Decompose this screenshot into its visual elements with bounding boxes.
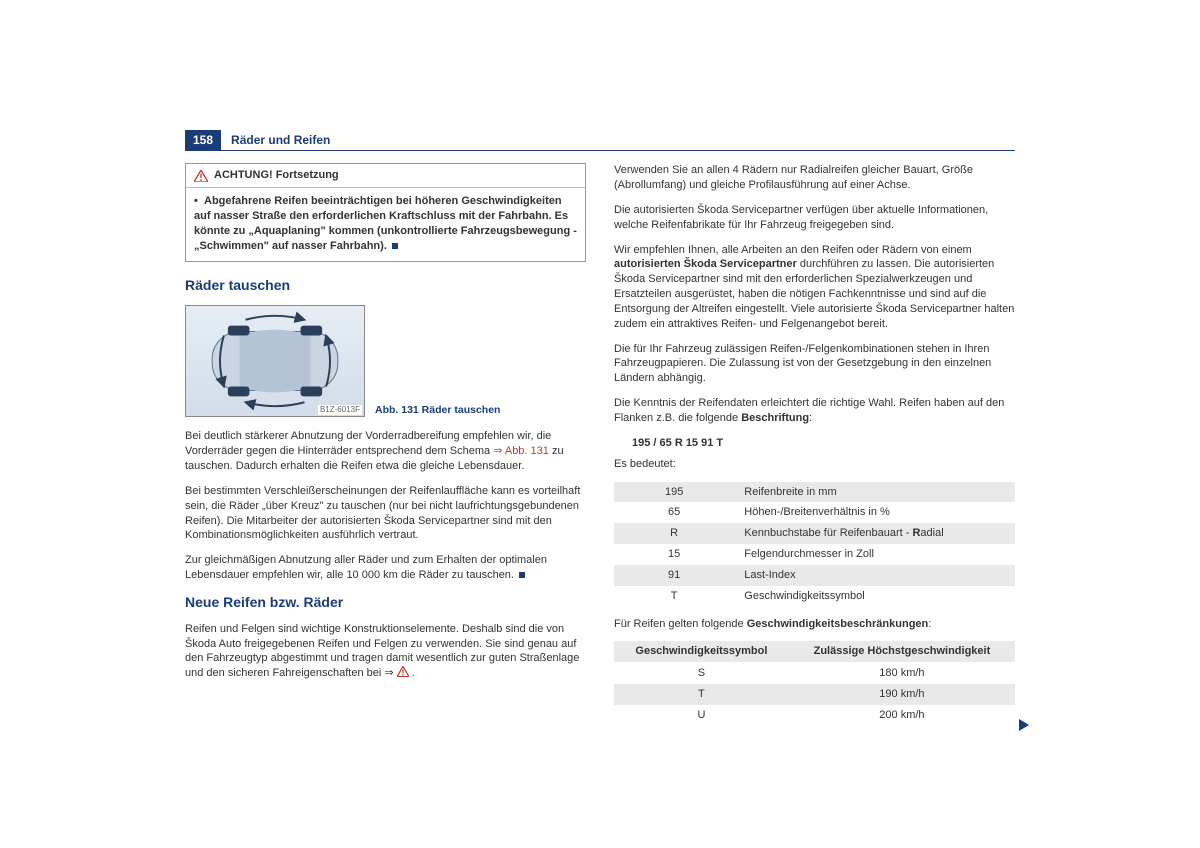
tire-code-table: 195Reifenbreite in mm65Höhen-/Breitenver… (614, 482, 1015, 607)
page-title: Räder und Reifen (231, 132, 330, 150)
page-header: 158 Räder und Reifen (185, 130, 1015, 151)
right-column: Verwenden Sie an allen 4 Rädern nur Radi… (614, 163, 1015, 736)
table-row: T190 km/h (614, 684, 1015, 705)
right-p3: Wir empfehlen Ihnen, alle Arbeiten an de… (614, 243, 1015, 332)
figure-ref-link[interactable]: ⇒ Abb. 131 (493, 445, 549, 457)
right-p2: Die autorisierten Škoda Servicepartner v… (614, 203, 1015, 233)
table-row: TGeschwindigkeitssymbol (614, 586, 1015, 607)
es-bedeutet: Es bedeutet: (614, 457, 1015, 472)
page-content: 158 Räder und Reifen ACHTUNG! Fortsetzun… (185, 130, 1015, 736)
sec1-para3: Zur gleichmäßigen Abnutzung aller Räder … (185, 553, 586, 583)
page-number: 158 (185, 130, 221, 150)
sec2-para1: Reifen und Felgen sind wichtige Konstruk… (185, 622, 586, 681)
table-row: 195Reifenbreite in mm (614, 482, 1015, 503)
warning-body: •Abgefahrene Reifen beeinträchtigen bei … (194, 194, 577, 253)
table-row: S180 km/h (614, 663, 1015, 684)
warning-header: ACHTUNG! Fortsetzung (186, 164, 585, 188)
figure-caption: Abb. 131 Räder tauschen (375, 403, 500, 417)
right-p6: Für Reifen gelten folgende Geschwindigke… (614, 617, 1015, 632)
right-p4: Die für Ihr Fahrzeug zulässigen Reifen-/… (614, 342, 1015, 387)
left-column: ACHTUNG! Fortsetzung •Abgefahrene Reifen… (185, 163, 586, 736)
inline-warning-icon (397, 667, 412, 679)
tire-spec: 195 / 65 R 15 91 T (632, 436, 1015, 451)
end-mark-icon (519, 572, 525, 578)
sec1-para1: Bei deutlich stärkerer Abnutzung der Vor… (185, 429, 586, 474)
figure-code: B1Z-6013F (318, 405, 362, 416)
speed-table-h1: Geschwindigkeitssymbol (614, 641, 789, 662)
table-row: U200 km/h (614, 705, 1015, 726)
end-mark-icon (392, 243, 398, 249)
warning-triangle-icon (194, 170, 208, 182)
figure-image: B1Z-6013F (185, 305, 365, 417)
section-heading-wheels: Räder tauschen (185, 276, 586, 295)
warning-box: ACHTUNG! Fortsetzung •Abgefahrene Reifen… (185, 163, 586, 262)
table-row: 15Felgendurchmesser in Zoll (614, 544, 1015, 565)
right-p1: Verwenden Sie an allen 4 Rädern nur Radi… (614, 163, 1015, 193)
figure-131: B1Z-6013F Abb. 131 Räder tauschen (185, 305, 586, 417)
section-heading-new-tires: Neue Reifen bzw. Räder (185, 593, 586, 612)
speed-table: Geschwindigkeitssymbol Zulässige Höchstg… (614, 641, 1015, 725)
continue-arrow-icon (1019, 719, 1029, 736)
table-row: 65Höhen-/Breitenverhältnis in % (614, 502, 1015, 523)
sec1-para2: Bei bestimmten Verschleißerscheinungen d… (185, 484, 586, 543)
table-row: 91Last-Index (614, 565, 1015, 586)
warning-heading-text: ACHTUNG! Fortsetzung (214, 168, 339, 183)
speed-table-h2: Zulässige Höchstgeschwindigkeit (789, 641, 1015, 662)
right-p5: Die Kenntnis der Reifendaten erleichtert… (614, 396, 1015, 426)
table-row: RKennbuchstabe für Reifenbauart - Radial (614, 523, 1015, 544)
two-column-layout: ACHTUNG! Fortsetzung •Abgefahrene Reifen… (185, 163, 1015, 736)
